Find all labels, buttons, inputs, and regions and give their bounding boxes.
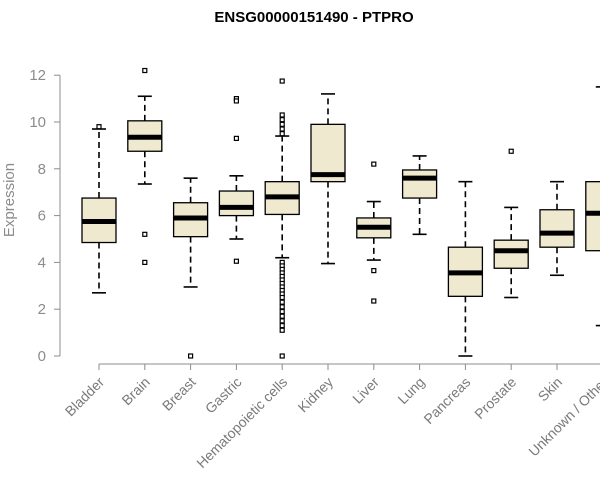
- iqr-box: [310, 123, 346, 183]
- outlier-point: [279, 117, 285, 123]
- outlier-point: [279, 313, 285, 319]
- outlier-point: [279, 304, 285, 310]
- y-tick-label: 6: [38, 208, 46, 225]
- outlier-point: [233, 98, 239, 104]
- outlier-point: [188, 353, 194, 359]
- box-group-pancreas: [447, 180, 484, 357]
- x-tick-label: Bladder: [62, 374, 108, 420]
- box-series: [81, 67, 600, 359]
- box-group-breast: [172, 177, 209, 359]
- box-group-kidney: [310, 93, 346, 265]
- outlier-point: [508, 148, 514, 154]
- iqr-box: [539, 209, 575, 248]
- box-group-liver: [356, 161, 392, 304]
- outlier-point: [279, 318, 285, 324]
- iqr-box: [401, 169, 438, 199]
- x-tick-label: Kidney: [295, 374, 337, 416]
- box-group-brain: [127, 67, 163, 265]
- box-group-prostate: [493, 148, 529, 299]
- outlier-point: [279, 308, 285, 315]
- outlier-point: [279, 131, 285, 137]
- iqr-box: [585, 181, 600, 252]
- box-group-bladder: [81, 124, 117, 294]
- box-group-skin: [539, 180, 575, 277]
- outlier-point: [142, 259, 148, 265]
- y-tick-label: 10: [29, 114, 46, 131]
- x-tick-label: Lung: [394, 374, 427, 407]
- outlier-point: [371, 298, 377, 304]
- x-tick-label: Pancreas: [420, 374, 473, 427]
- outlier-point: [279, 294, 285, 301]
- iqr-box: [218, 190, 255, 217]
- box-group-lung: [401, 155, 438, 236]
- y-tick-label: 8: [38, 161, 46, 178]
- box-group-hematopoietic-cells: [264, 78, 300, 359]
- x-tick-label: Liver: [349, 374, 382, 407]
- x-tick-label: Brain: [118, 374, 152, 408]
- outlier-point: [279, 112, 285, 118]
- x-tick-label: Gastric: [202, 374, 245, 417]
- x-tick-label: Prostate: [471, 374, 519, 422]
- outlier-point: [279, 353, 285, 359]
- outlier-point: [233, 135, 239, 141]
- outlier-point: [279, 327, 285, 333]
- y-tick-label: 12: [29, 67, 46, 84]
- iqr-box: [493, 239, 529, 269]
- y-tick-label: 0: [38, 348, 46, 365]
- outlier-point: [96, 124, 102, 130]
- box-group-unknown-other: [585, 86, 600, 327]
- y-axis-label: Expression: [1, 163, 18, 237]
- y-tick-label: 2: [38, 301, 46, 318]
- outlier-point: [371, 267, 377, 274]
- x-tick-label: Hematopoietic cells: [193, 374, 290, 471]
- outlier-point: [279, 322, 285, 329]
- outlier-point: [279, 126, 285, 132]
- x-tick-label: Skin: [535, 374, 566, 405]
- outlier-point: [233, 258, 239, 264]
- outlier-point: [142, 67, 148, 74]
- x-tick-label: Breast: [159, 374, 199, 414]
- outlier-point: [279, 78, 285, 84]
- outlier-point: [279, 299, 285, 305]
- y-tick-label: 4: [38, 254, 46, 271]
- outlier-point: [371, 161, 377, 167]
- outlier-point: [279, 121, 285, 127]
- outlier-point: [142, 231, 148, 237]
- box-group-gastric: [218, 95, 255, 264]
- chart-title: ENSG00000151490 - PTPRO: [214, 9, 414, 26]
- y-axis: 0 2 4 6 8 10 12: [29, 67, 61, 365]
